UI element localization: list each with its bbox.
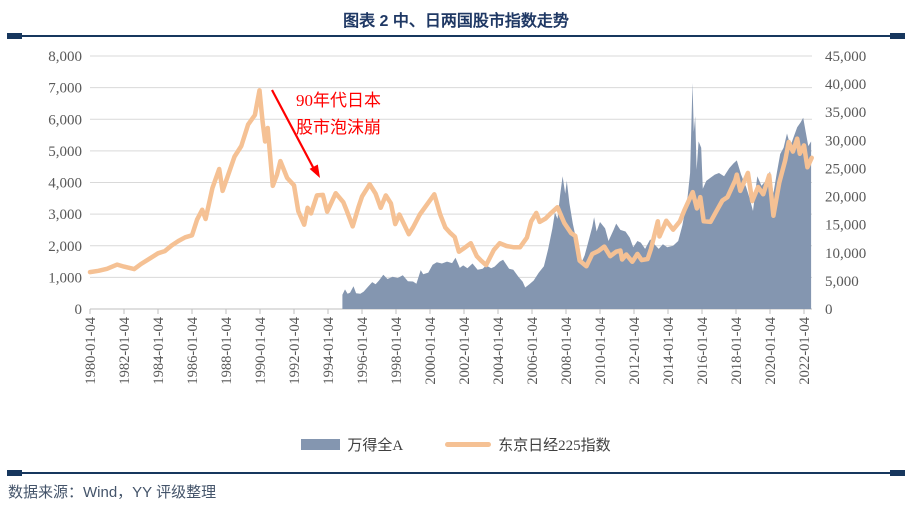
data-source-note: 数据来源：Wind，YY 评级整理 bbox=[8, 484, 217, 501]
x-axis-tick-label: 2010-01-04 bbox=[593, 316, 609, 384]
x-axis-tick-label: 2000-01-04 bbox=[423, 316, 439, 384]
x-axis-tick-label: 1994-01-04 bbox=[321, 316, 337, 384]
x-axis-tick-label: 1996-01-04 bbox=[355, 316, 371, 384]
rule-left-cap bbox=[7, 470, 22, 476]
y-axis-left-tick-label: 4,000 bbox=[48, 176, 82, 192]
y-axis-right-tick-label: 30,000 bbox=[825, 133, 866, 149]
axes bbox=[89, 309, 805, 314]
y-axis-right-tick-label: 40,000 bbox=[825, 77, 866, 93]
x-axis-tick-label: 1998-01-04 bbox=[389, 316, 405, 384]
x-axis-tick-label: 2004-01-04 bbox=[491, 316, 507, 384]
rule-left-cap bbox=[7, 33, 22, 39]
legend-item-nikkei225: 东京日经225指数 bbox=[445, 434, 611, 455]
legend-label-wind-all-a: 万得全A bbox=[347, 438, 404, 454]
chart-legend: 万得全A 东京日经225指数 bbox=[0, 434, 912, 455]
y-axis-left-tick-label: 8,000 bbox=[48, 49, 82, 65]
x-axis-tick-label: 2020-01-04 bbox=[763, 316, 779, 384]
bubble-annotation: 90年代日本 股市泡沫崩 bbox=[271, 89, 381, 178]
x-axis-tick-label: 2008-01-04 bbox=[559, 316, 575, 384]
x-axis-tick-label: 2014-01-04 bbox=[661, 316, 677, 384]
line-swatch-icon bbox=[445, 442, 492, 447]
x-axis-tick-label: 1984-01-04 bbox=[151, 316, 167, 384]
y-axis-right-tick-label: 15,000 bbox=[825, 218, 866, 234]
rule-right-cap bbox=[890, 470, 905, 476]
annotation-text-line2: 股市泡沫崩 bbox=[296, 118, 381, 137]
y-axis-left-tick-label: 5,000 bbox=[48, 144, 82, 160]
x-axis-tick-label: 2016-01-04 bbox=[695, 316, 711, 384]
x-axis-tick-label: 2012-01-04 bbox=[627, 316, 643, 384]
title-divider-rule bbox=[7, 33, 905, 39]
y-axis-left-tick-label: 0 bbox=[75, 302, 83, 318]
y-axis-left-tick-label: 2,000 bbox=[48, 239, 82, 255]
annotation-arrow-shaft bbox=[271, 89, 316, 171]
y-axis-left-tick-label: 1,000 bbox=[48, 270, 82, 286]
chart-title: 图表 2 中、日两国股市指数走势 bbox=[343, 13, 569, 30]
x-axis-tick-label: 1986-01-04 bbox=[185, 316, 201, 384]
y-axis-right-tick-label: 0 bbox=[825, 302, 833, 318]
y-axis-left-tick-label: 7,000 bbox=[48, 81, 82, 97]
legend-label-nikkei225: 东京日经225指数 bbox=[498, 438, 611, 454]
x-axis-tick-label: 1980-01-04 bbox=[83, 316, 99, 384]
legend-item-wind-all-a: 万得全A bbox=[301, 434, 403, 455]
x-axis-tick-label: 1990-01-04 bbox=[253, 316, 269, 384]
data-series bbox=[87, 82, 814, 310]
x-axis-tick-label: 1988-01-04 bbox=[219, 316, 235, 384]
y-axis-right-tick-label: 5,000 bbox=[825, 274, 859, 290]
x-axis-tick-label: 2002-01-04 bbox=[457, 316, 473, 384]
axis-labels: 8,000 7,000 6,000 5,000 4,000 3,000 2,000 1,000… bbox=[48, 49, 866, 385]
series-area-wind-all-a bbox=[342, 82, 812, 310]
y-axis-right-tick-label: 10,000 bbox=[825, 246, 866, 262]
y-axis-right-tick-label: 20,000 bbox=[825, 190, 866, 206]
y-axis-left-tick-label: 3,000 bbox=[48, 207, 82, 223]
y-axis-right-tick-label: 45,000 bbox=[825, 49, 866, 65]
x-axis-tick-label: 1992-01-04 bbox=[287, 316, 303, 384]
y-axis-left-tick-label: 6,000 bbox=[48, 112, 82, 128]
x-axis-tick-label: 2022-01-04 bbox=[797, 316, 813, 384]
y-axis-right-tick-label: 35,000 bbox=[825, 105, 866, 121]
annotation-arrow-head bbox=[309, 164, 320, 178]
area-swatch-icon bbox=[301, 439, 341, 450]
footer-divider-rule bbox=[7, 470, 905, 476]
rule-right-cap bbox=[890, 33, 905, 39]
x-axis-tick-label: 2006-01-04 bbox=[525, 316, 541, 384]
series-line-nikkei225 bbox=[87, 88, 814, 275]
x-axis-tick-label: 2018-01-04 bbox=[729, 316, 745, 384]
y-axis-right-tick-label: 25,000 bbox=[825, 161, 866, 177]
annotation-text-line1: 90年代日本 bbox=[296, 91, 381, 110]
chart-plot: 8,000 7,000 6,000 5,000 4,000 3,000 2,000 1,000… bbox=[48, 49, 866, 385]
x-axis-tick-label: 1982-01-04 bbox=[117, 316, 133, 384]
